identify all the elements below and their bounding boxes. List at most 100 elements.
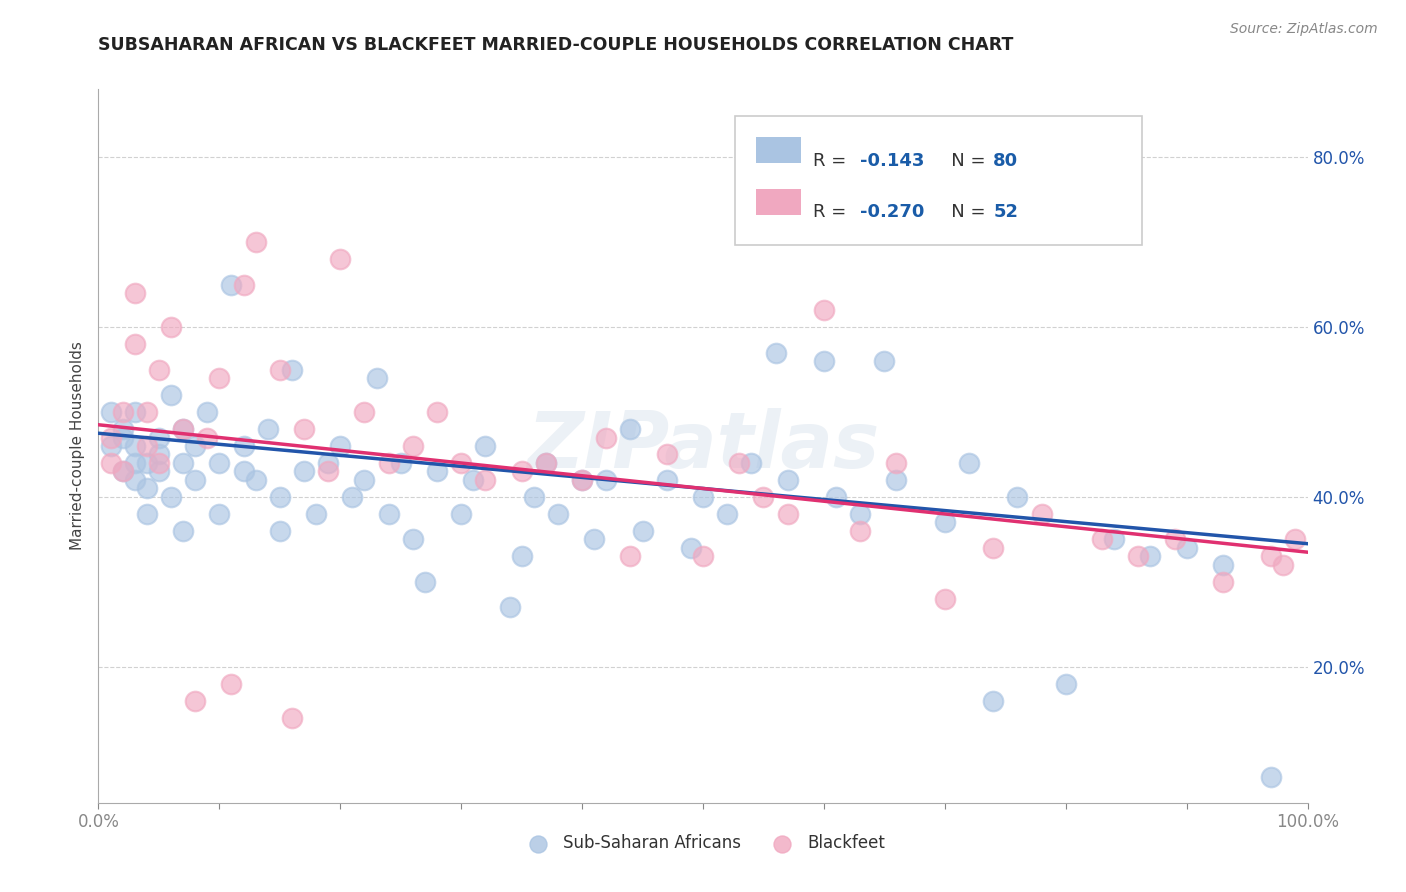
Point (825, 490, 848, 504)
Point (256, 422, 278, 436)
Point (813, 354, 835, 368)
Point (269, 524, 291, 538)
Point (269, 362, 291, 376)
Point (184, 473, 207, 487)
Point (450, 507, 472, 521)
Point (100, 439, 122, 453)
Point (776, 473, 799, 487)
Point (148, 456, 170, 470)
Point (776, 507, 799, 521)
Text: 52: 52 (993, 203, 1018, 221)
Point (463, 473, 485, 487)
Point (329, 439, 352, 453)
Point (534, 456, 557, 470)
Point (1175, 541, 1198, 555)
Point (1139, 549, 1161, 564)
Point (571, 473, 593, 487)
Point (692, 549, 714, 564)
Point (426, 465, 449, 479)
Point (160, 490, 183, 504)
Point (981, 541, 1004, 555)
Point (631, 524, 654, 538)
Point (148, 430, 170, 444)
Point (679, 541, 702, 555)
Point (1260, 770, 1282, 784)
Point (172, 422, 194, 436)
Point (124, 286, 146, 301)
Point (426, 405, 449, 419)
Point (366, 371, 388, 385)
Point (342, 490, 364, 504)
Point (329, 252, 352, 266)
Point (281, 711, 304, 725)
Point (245, 235, 267, 249)
Point (849, 507, 872, 521)
Point (184, 439, 207, 453)
Point (160, 388, 183, 402)
Point (849, 524, 872, 538)
Point (402, 533, 425, 547)
Point (292, 422, 315, 436)
Point (498, 600, 520, 615)
Point (1212, 574, 1234, 589)
Point (148, 448, 170, 462)
Point (583, 533, 606, 547)
Legend: Sub-Saharan Africans, Blackfeet: Sub-Saharan Africans, Blackfeet (515, 828, 891, 859)
Point (1163, 533, 1185, 547)
Point (111, 430, 134, 444)
Point (135, 482, 157, 496)
Point (534, 456, 557, 470)
Text: R =: R = (813, 203, 852, 221)
Point (124, 439, 146, 453)
Text: N =: N = (934, 152, 991, 169)
Point (100, 405, 122, 419)
Point (765, 345, 787, 359)
Point (221, 277, 243, 292)
Point (305, 507, 328, 521)
Point (100, 430, 122, 444)
Point (316, 465, 339, 479)
Point (886, 473, 908, 487)
Point (474, 439, 496, 453)
Point (655, 473, 678, 487)
Point (1284, 533, 1306, 547)
Point (510, 465, 533, 479)
Point (124, 337, 146, 351)
Point (981, 694, 1004, 708)
Point (124, 473, 146, 487)
Point (172, 524, 194, 538)
Point (1007, 490, 1029, 504)
Point (377, 507, 399, 521)
Point (1091, 533, 1114, 547)
Point (232, 439, 254, 453)
Point (523, 490, 546, 504)
Point (934, 516, 956, 530)
Y-axis label: Married-couple Households: Married-couple Households (69, 342, 84, 550)
Point (353, 405, 375, 419)
Point (208, 456, 231, 470)
Point (752, 490, 775, 504)
Point (111, 465, 134, 479)
Point (111, 405, 134, 419)
Point (292, 465, 315, 479)
Point (1102, 533, 1125, 547)
Point (413, 574, 436, 589)
Point (111, 465, 134, 479)
Point (172, 422, 194, 436)
Point (571, 473, 593, 487)
Text: Source: ZipAtlas.com: Source: ZipAtlas.com (1230, 22, 1378, 37)
Point (281, 362, 304, 376)
Point (232, 277, 254, 292)
Text: SUBSAHARAN AFRICAN VS BLACKFEET MARRIED-COUPLE HOUSEHOLDS CORRELATION CHART: SUBSAHARAN AFRICAN VS BLACKFEET MARRIED-… (98, 36, 1014, 54)
Point (1128, 549, 1150, 564)
Point (402, 439, 425, 453)
Text: -0.143: -0.143 (859, 152, 924, 169)
Point (728, 456, 751, 470)
Point (1212, 558, 1234, 572)
Text: ZIPatlas: ZIPatlas (527, 408, 879, 484)
Point (595, 430, 617, 444)
Point (195, 430, 218, 444)
Point (160, 320, 183, 334)
Point (135, 456, 157, 470)
Point (245, 473, 267, 487)
